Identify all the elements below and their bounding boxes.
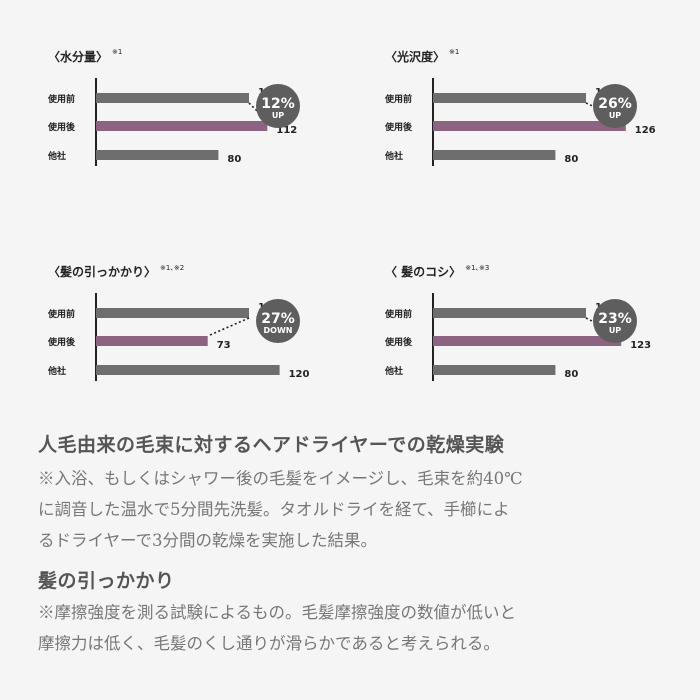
chart-svg: 使用前100使用後126他社8026%UP (384, 78, 656, 166)
bar (433, 336, 622, 346)
category-label: 使用前 (384, 308, 412, 320)
value-label: 80 (564, 154, 578, 165)
chart-title-note: ※1 (112, 48, 123, 56)
bar (433, 308, 586, 318)
value-label: 80 (227, 154, 241, 165)
bar (433, 365, 556, 375)
bar (96, 336, 208, 346)
chart-svg: 使用前100使用後123他社8023%UP (384, 293, 651, 381)
experiment-description: ※入浴、もしくはシャワー後の毛髪をイメージし、毛束を約40℃ に調音した温水で5… (38, 469, 523, 550)
bar (96, 308, 249, 318)
chart-title: 〈光沢度〉 ※1 (385, 48, 459, 65)
category-label: 他社 (47, 150, 66, 162)
category-label: 他社 (384, 150, 403, 162)
bar (96, 93, 249, 103)
category-label: 使用後 (384, 336, 413, 348)
value-label: 73 (217, 340, 231, 351)
value-label: 123 (630, 340, 651, 351)
chart-stiffness: 〈 髪のコシ〉※1､※3 使用前100使用後123他社8023%UP (384, 263, 700, 433)
chart-title-note: ※1､※2 (160, 264, 185, 272)
change-badge (593, 299, 637, 343)
change-badge (256, 299, 300, 343)
chart-title-note: ※1､※3 (465, 264, 490, 272)
bar (96, 365, 280, 375)
chart-svg: 使用前100使用後112他社8012%UP (47, 78, 300, 166)
value-label: 112 (276, 125, 297, 136)
category-label: 使用後 (384, 121, 413, 133)
category-label: 使用後 (47, 336, 76, 348)
bar (433, 93, 586, 103)
badge-percent: 27% (261, 311, 295, 327)
chart-moisture: 〈水分量〉※1 使用前100使用後112他社8012%UP (47, 48, 378, 218)
bar (433, 121, 626, 131)
chart-title-text: 〈水分量〉 (48, 50, 109, 64)
snagging-heading: 髪の引っかかり (38, 570, 175, 592)
badge-percent: 12% (261, 96, 295, 112)
value-label: 120 (289, 369, 310, 380)
chart-title-text: 〈髪の引っかかり〉 (48, 265, 157, 279)
chart-svg: 使用前100使用後73他社12027%DOWN (47, 293, 310, 381)
badge-direction: UP (272, 111, 284, 120)
value-label: 126 (635, 125, 656, 136)
chart-title: 〈水分量〉 ※1 (48, 48, 122, 65)
bar (96, 150, 219, 160)
chart-title: 〈 髪のコシ〉 ※1､※3 (385, 263, 489, 280)
chart-title: 〈髪の引っかかり〉 ※1､※2 (48, 263, 184, 280)
change-connector (207, 317, 250, 337)
snagging-section: 髪の引っかかり ※摩擦強度を測る試験によるもの。毛髪摩擦強度の数値が低いと 摩擦… (38, 566, 678, 659)
change-badge (593, 84, 637, 128)
experiment-section: 人毛由来の毛束に対するヘアドライヤーでの乾燥実験 ※入浴、もしくはシャワー後の毛… (38, 430, 678, 556)
value-label: 80 (564, 369, 578, 380)
category-label: 使用前 (384, 93, 412, 105)
chart-gloss: 〈光沢度〉※1 使用前100使用後126他社8026%UP (384, 48, 700, 218)
bar (96, 121, 268, 131)
badge-percent: 23% (598, 311, 632, 327)
snagging-description: ※摩擦強度を測る試験によるもの。毛髪摩擦強度の数値が低いと 摩擦力は低く、毛髪の… (38, 603, 517, 653)
bar (433, 150, 556, 160)
chart-title-text: 〈光沢度〉 (385, 50, 446, 64)
badge-direction: UP (609, 326, 621, 335)
category-label: 他社 (47, 365, 66, 377)
category-label: 他社 (384, 365, 403, 377)
category-label: 使用前 (47, 93, 75, 105)
change-badge (256, 84, 300, 128)
badge-direction: UP (609, 111, 621, 120)
badge-percent: 26% (598, 96, 632, 112)
experiment-heading: 人毛由来の毛束に対するヘアドライヤーでの乾燥実験 (38, 434, 505, 456)
chart-title-text: 〈 髪のコシ〉 (385, 265, 462, 279)
category-label: 使用前 (47, 308, 75, 320)
chart-title-note: ※1 (449, 48, 460, 56)
category-label: 使用後 (47, 121, 76, 133)
badge-direction: DOWN (264, 326, 293, 335)
chart-snagging: 〈髪の引っかかり〉※1､※2 使用前100使用後73他社12027%DOWN (47, 263, 378, 433)
